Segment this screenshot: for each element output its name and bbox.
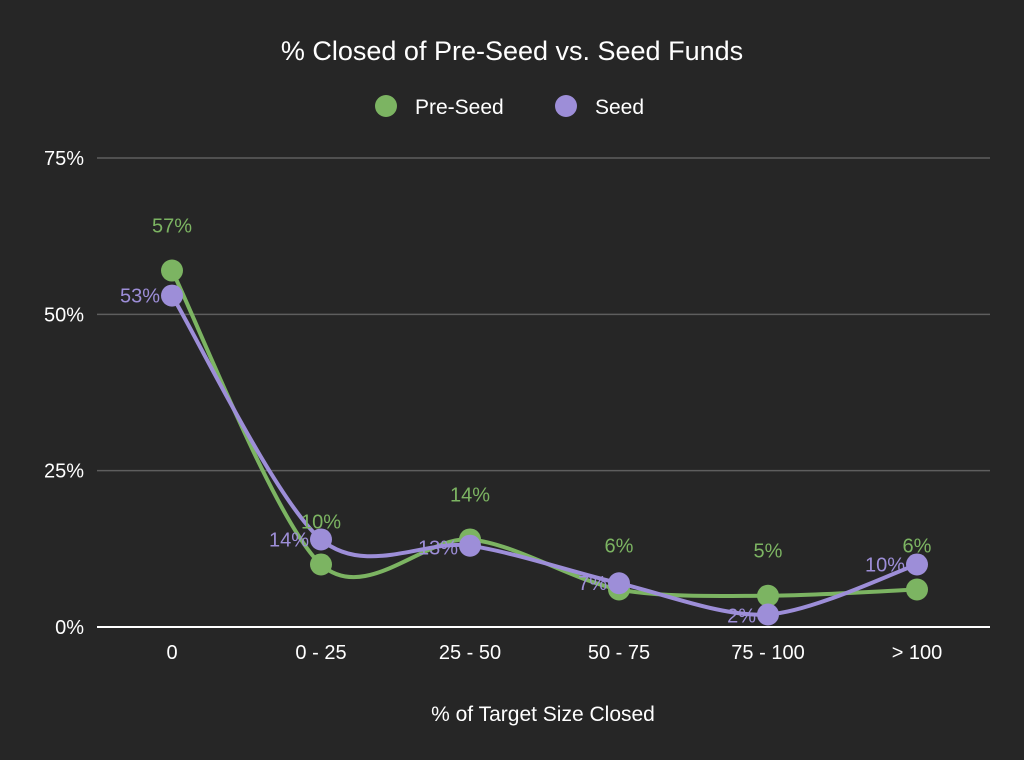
data-label-seed-0: 53% [120,286,160,308]
point-seed-0[interactable] [161,284,183,307]
legend-marker-pre-seed [375,95,397,117]
y-axis-ticks: 0% 25% 50% 75% [44,148,84,639]
data-label-seed-4: 2% [727,605,756,627]
x-axis-ticks: 0 0 - 25 25 - 50 50 - 75 75 - 100 > 100 [166,642,942,664]
legend-marker-seed [555,95,577,117]
data-label-pre-seed-0: 57% [152,216,192,238]
data-labels: 57%10%14%6% 5% 6%53%14% 13%7%2%10% [120,216,932,628]
data-label-seed-5: 10% [865,554,905,576]
data-label-pre-seed-2: 14% [450,484,490,506]
y-tick-label-0: 0% [55,617,84,639]
data-label-pre-seed-1: 10% [301,511,341,533]
y-tick-label-75: 75% [44,148,84,170]
x-tick-label-3: 50 - 75 [588,642,650,664]
point-pre-seed-5[interactable] [906,578,928,601]
series-line-seed [170,293,919,617]
data-label-pre-seed-3: 6% [605,535,634,557]
point-seed-3[interactable] [608,572,630,595]
x-tick-label-2: 25 - 50 [439,642,501,664]
legend: Pre-Seed Seed [375,95,644,119]
y-tick-label-25: 25% [44,461,84,483]
y-tick-label-50: 50% [44,304,84,326]
point-seed-1[interactable] [310,528,332,551]
x-tick-label-4: 75 - 100 [731,642,804,664]
point-seed-5[interactable] [906,553,928,576]
chart-title: % Closed of Pre-Seed vs. Seed Funds [281,36,743,66]
x-axis-title: % of Target Size Closed [431,703,655,726]
point-pre-seed-4[interactable] [757,584,779,607]
x-tick-label-1: 0 - 25 [295,642,346,664]
legend-label-pre-seed: Pre-Seed [415,96,504,119]
point-seed-2[interactable] [459,534,481,557]
data-label-seed-2: 13% [418,538,458,560]
data-label-seed-3: 7% [578,573,607,595]
point-seed-4[interactable] [757,603,779,626]
data-label-pre-seed-5: 6% [903,535,932,557]
series [161,259,928,626]
data-label-seed-1: 14% [269,529,309,551]
data-label-pre-seed-4: 5% [754,541,783,563]
legend-label-seed: Seed [595,96,644,119]
legend-item-pre-seed[interactable]: Pre-Seed [375,95,504,119]
point-pre-seed-1[interactable] [310,553,332,576]
gridlines [97,157,990,628]
legend-item-seed[interactable]: Seed [555,95,644,119]
x-tick-label-5: > 100 [892,642,943,664]
x-tick-label-0: 0 [166,642,177,664]
point-pre-seed-0[interactable] [161,259,183,282]
